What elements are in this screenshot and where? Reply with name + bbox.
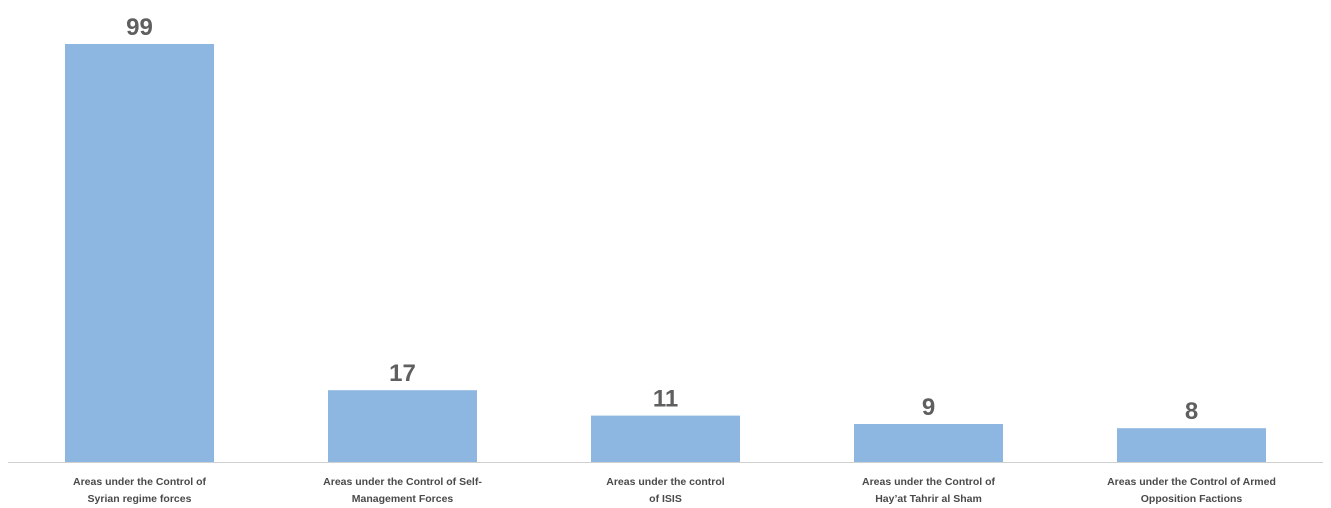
bars-layer	[65, 44, 1266, 462]
data-label-2: 11	[653, 386, 678, 413]
category-label-4-line-1: Opposition Factions	[1141, 493, 1243, 505]
bar-0	[65, 44, 214, 462]
bar-2	[591, 415, 740, 462]
category-label-1-line-1: Management Forces	[352, 493, 454, 505]
category-label-4-line-0: Areas under the Control of Armed	[1107, 476, 1276, 488]
category-label-4: Areas under the Control of Armed Oppositi…	[1107, 476, 1276, 505]
category-labels-layer: Areas under the Control of Syrian regime …	[73, 476, 1276, 505]
bar-4	[1117, 428, 1266, 462]
category-label-1: Areas under the Control of Self- Manageme…	[323, 476, 482, 505]
bar-1	[328, 390, 477, 462]
data-label-3: 9	[922, 394, 935, 421]
category-label-0-line-1: Syrian regime forces	[88, 493, 192, 505]
category-label-1-line-0: Areas under the Control of Self-	[323, 476, 482, 488]
data-label-1: 17	[389, 360, 416, 387]
category-label-2: Areas under the control of ISIS	[606, 476, 725, 505]
category-label-2-line-0: Areas under the control	[606, 476, 725, 488]
value-labels-layer: 99 17 11 9 8	[126, 14, 1198, 425]
data-label-0: 99	[126, 14, 153, 41]
category-label-3: Areas under the Control of Hay’at Tahrir …	[862, 476, 996, 505]
category-label-3-line-0: Areas under the Control of	[862, 476, 996, 488]
category-label-0: Areas under the Control of Syrian regime …	[73, 476, 207, 505]
data-label-4: 8	[1185, 398, 1198, 425]
bar-3	[854, 424, 1003, 462]
category-label-3-line-1: Hay’at Tahrir al Sham	[875, 493, 982, 505]
category-label-0-line-0: Areas under the Control of	[73, 476, 207, 488]
category-label-2-line-1: of ISIS	[649, 493, 682, 505]
